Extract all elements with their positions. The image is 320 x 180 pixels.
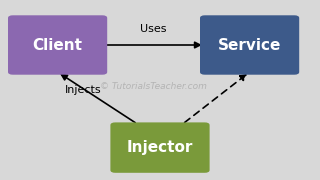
Text: © TutorialsTeacher.com: © TutorialsTeacher.com xyxy=(100,82,207,91)
FancyBboxPatch shape xyxy=(200,15,299,75)
Text: Client: Client xyxy=(33,37,83,53)
Text: Injects: Injects xyxy=(65,85,101,95)
FancyBboxPatch shape xyxy=(8,15,107,75)
Text: Injector: Injector xyxy=(127,140,193,155)
FancyBboxPatch shape xyxy=(110,122,210,173)
Text: Uses: Uses xyxy=(140,24,167,34)
Text: Service: Service xyxy=(218,37,281,53)
